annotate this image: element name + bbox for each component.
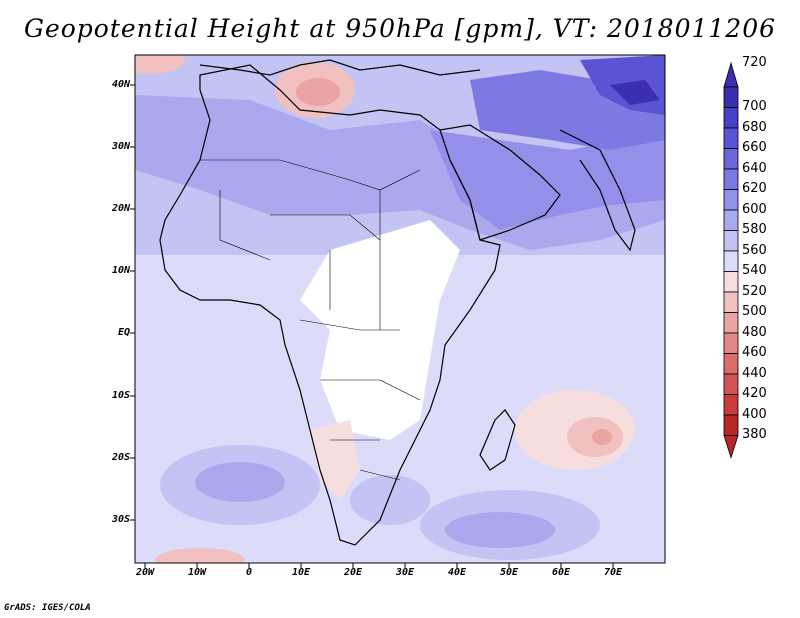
lon-label-10w: 10W [187, 567, 207, 578]
colorbar-arrow-top [723, 61, 739, 88]
lon-label-20w: 20W [135, 567, 155, 578]
africa-coastline [159, 64, 501, 546]
lat-label-20s: 20S [111, 452, 130, 463]
colorbar-swatch [723, 312, 739, 334]
field-500-indian-ocean [592, 429, 612, 445]
lat-label-eq: EQ [117, 327, 130, 338]
lat-label-40n: 40N [111, 79, 130, 90]
country-borders [200, 159, 421, 481]
colorbar-swatch [723, 168, 739, 190]
colorbar-swatch [723, 148, 739, 170]
coastlines [159, 59, 636, 546]
colorbar-label: 700 [742, 99, 767, 115]
map-title: Geopotential Height at 950hPa [gpm], VT:… [23, 14, 777, 43]
lon-label-70e: 70E [603, 567, 623, 578]
colorbar-label: 380 [742, 427, 767, 443]
colorbar-swatch [723, 107, 739, 129]
field-600-south-atlantic [195, 462, 285, 502]
lat-label-20n: 20N [111, 203, 130, 214]
colorbar-label: 600 [742, 201, 767, 217]
map-frame [134, 54, 666, 564]
arabia-coastline [439, 124, 561, 241]
field-500-mediterranean [296, 78, 340, 106]
colorbar-swatch [723, 127, 739, 149]
field-720-peak [610, 80, 660, 105]
lon-ticks [144, 563, 614, 568]
colorbar-swatch [723, 271, 739, 293]
madagascar-coastline [479, 409, 516, 471]
colorbar-swatch [723, 394, 739, 416]
lat-label-10s: 10S [111, 390, 130, 401]
colorbar-label: 640 [742, 160, 767, 176]
field-580-south-africa [350, 475, 430, 525]
colorbar-label: 520 [742, 283, 767, 299]
colorbar-label: 460 [742, 345, 767, 361]
lon-label-30e: 30E [395, 567, 415, 578]
colorbar-label: 680 [742, 119, 767, 135]
colorbar-swatch [723, 353, 739, 375]
lon-label-60e: 60E [551, 567, 571, 578]
map-plot-area [135, 55, 665, 563]
colorbar-swatch [723, 189, 739, 211]
colorbar [723, 61, 739, 459]
colorbar-swatch [723, 332, 739, 354]
field-600-south-indian [445, 512, 555, 548]
colorbar-arrow-bottom [723, 435, 739, 459]
lat-label-10n: 10N [111, 265, 130, 276]
lon-label-20e: 20E [343, 567, 363, 578]
colorbar-label: 620 [742, 181, 767, 197]
lon-label-50e: 50E [499, 567, 519, 578]
colorbar-swatch [723, 230, 739, 252]
colorbar-swatch [723, 414, 739, 436]
lat-ticks [130, 84, 135, 521]
footer-credit: GrADS: IGES/COLA [4, 603, 91, 613]
colorbar-label: 400 [742, 406, 767, 422]
colorbar-label: 560 [742, 242, 767, 258]
colorbar-swatch [723, 291, 739, 313]
colorbar-swatch [723, 250, 739, 272]
lon-label-40e: 40E [447, 567, 467, 578]
lon-label-0: 0 [245, 567, 253, 578]
field-520-atlantic-north [135, 55, 185, 74]
colorbar-swatch [723, 86, 739, 108]
colorbar-swatch [723, 209, 739, 231]
lon-label-10e: 10E [291, 567, 311, 578]
colorbar-swatch [723, 373, 739, 395]
india-coastline [559, 129, 636, 252]
lat-label-30n: 30N [111, 141, 130, 152]
colorbar-label: 580 [742, 222, 767, 238]
colorbar-label: 440 [742, 365, 767, 381]
colorbar-label: 420 [742, 386, 767, 402]
colorbar-label: 500 [742, 304, 767, 320]
colorbar-label: 660 [742, 140, 767, 156]
lat-label-30s: 30S [111, 514, 130, 525]
colorbar-label: 720 [742, 55, 767, 70]
colorbar-label: 480 [742, 324, 767, 340]
europe-coastline [199, 59, 481, 76]
colorbar-label: 540 [742, 263, 767, 279]
field-520-south-edge [155, 548, 245, 563]
